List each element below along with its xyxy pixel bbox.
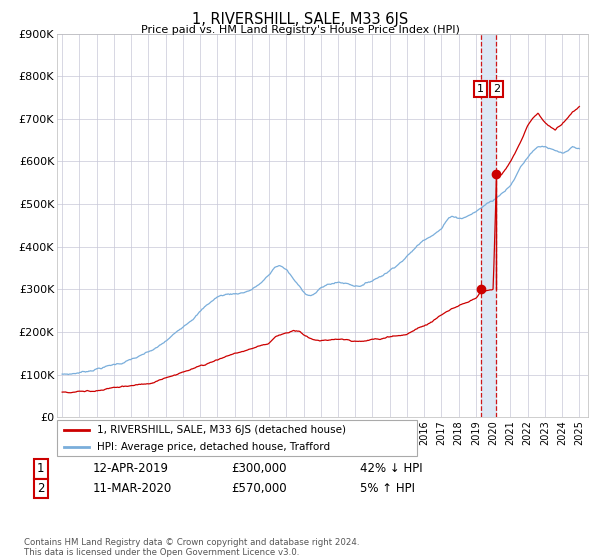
Text: 2: 2 [37,482,44,495]
Text: 2: 2 [493,84,500,94]
Bar [481,34,496,417]
Text: 1, RIVERSHILL, SALE, M33 6JS (detached house): 1, RIVERSHILL, SALE, M33 6JS (detached h… [97,425,346,435]
Text: 1: 1 [37,462,44,475]
Text: HPI: Average price, detached house, Trafford: HPI: Average price, detached house, Traf… [97,442,330,452]
Text: Contains HM Land Registry data © Crown copyright and database right 2024.
This d: Contains HM Land Registry data © Crown c… [24,538,359,557]
Text: Price paid vs. HM Land Registry's House Price Index (HPI): Price paid vs. HM Land Registry's House … [140,25,460,35]
Text: 42% ↓ HPI: 42% ↓ HPI [360,462,422,475]
Text: 5% ↑ HPI: 5% ↑ HPI [360,482,415,495]
Text: £570,000: £570,000 [231,482,287,495]
Text: 1, RIVERSHILL, SALE, M33 6JS: 1, RIVERSHILL, SALE, M33 6JS [192,12,408,27]
Text: 12-APR-2019: 12-APR-2019 [93,462,169,475]
Text: 11-MAR-2020: 11-MAR-2020 [93,482,172,495]
Text: 1: 1 [477,84,484,94]
Text: £300,000: £300,000 [231,462,287,475]
FancyBboxPatch shape [57,420,417,456]
